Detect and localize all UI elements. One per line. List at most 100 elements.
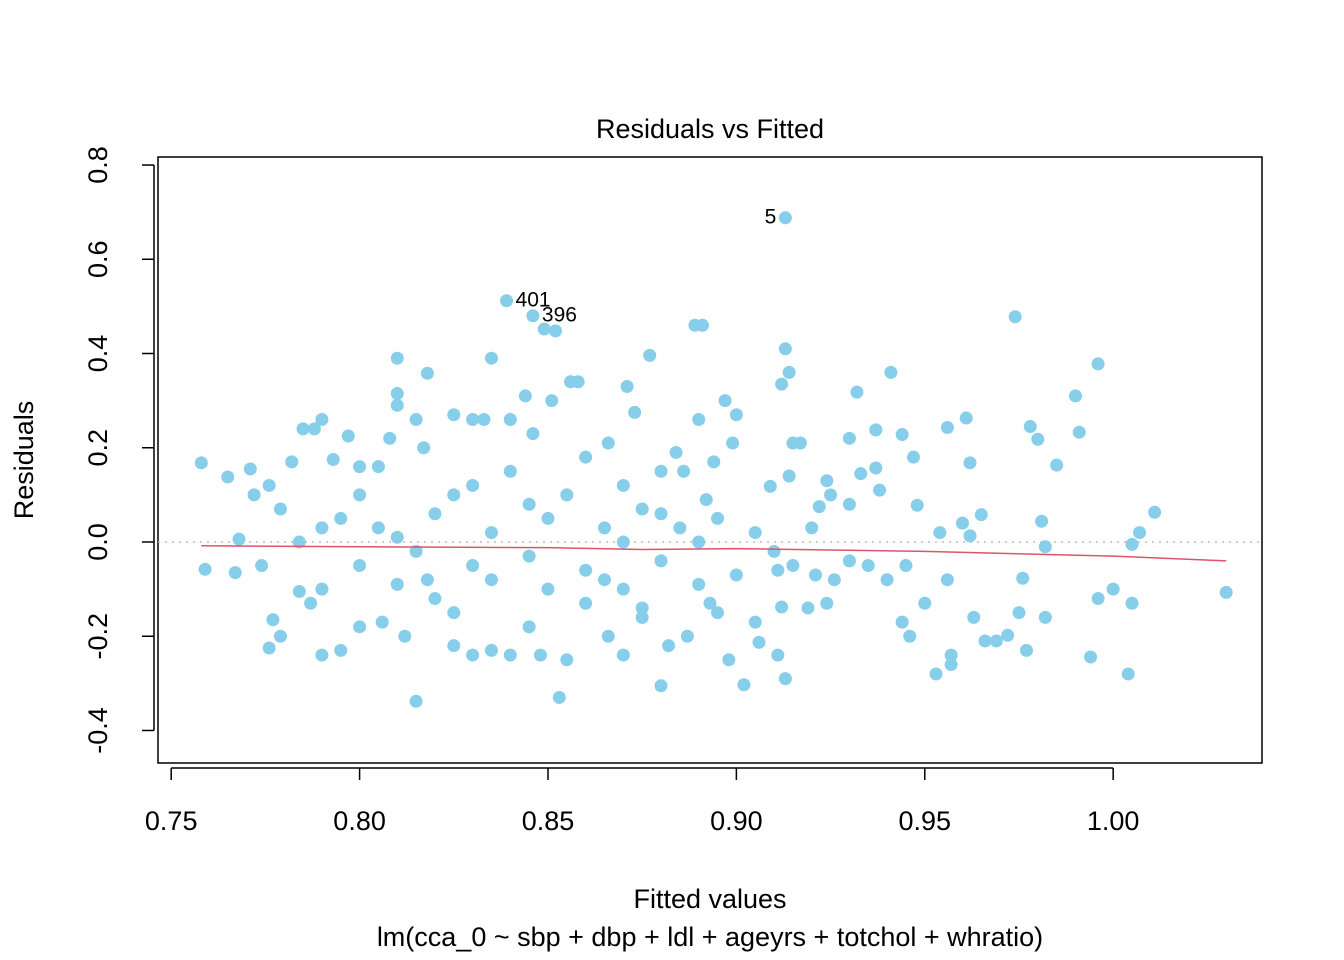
point xyxy=(963,456,977,470)
point xyxy=(809,568,823,582)
point xyxy=(918,596,932,610)
point xyxy=(869,423,883,437)
point xyxy=(564,375,578,389)
point xyxy=(873,483,887,497)
point xyxy=(1031,432,1045,446)
point xyxy=(601,436,615,450)
point xyxy=(1035,514,1049,528)
point-label: 396 xyxy=(542,303,577,326)
smooth-line xyxy=(201,545,1227,562)
point xyxy=(518,389,532,403)
y-tick-label: 0.2 xyxy=(83,429,113,467)
point xyxy=(273,629,287,643)
point xyxy=(296,422,310,436)
point xyxy=(929,667,943,681)
point xyxy=(692,535,706,549)
point xyxy=(341,429,355,443)
point xyxy=(899,559,913,573)
point xyxy=(805,521,819,535)
point-label: 5 xyxy=(765,205,777,228)
point xyxy=(315,582,329,596)
point xyxy=(541,511,555,525)
x-tick-label: 1.00 xyxy=(1087,806,1140,836)
point xyxy=(620,379,634,393)
point xyxy=(262,641,276,655)
point xyxy=(334,643,348,657)
point xyxy=(266,613,280,627)
point xyxy=(552,690,566,704)
point xyxy=(447,488,461,502)
point xyxy=(771,563,785,577)
point xyxy=(375,615,389,629)
point xyxy=(247,488,261,502)
point xyxy=(850,385,864,399)
point xyxy=(726,436,740,450)
point xyxy=(390,530,404,544)
point xyxy=(292,584,306,598)
point xyxy=(353,620,367,634)
point xyxy=(1068,389,1082,403)
point xyxy=(484,351,498,365)
point xyxy=(398,629,412,643)
point xyxy=(707,455,721,469)
point xyxy=(1148,505,1162,519)
point xyxy=(522,620,536,634)
point xyxy=(232,532,246,546)
point xyxy=(1023,420,1037,434)
point xyxy=(526,309,540,323)
point xyxy=(466,648,480,662)
point xyxy=(616,648,630,662)
x-tick-label: 0.75 xyxy=(145,806,198,836)
point xyxy=(775,600,789,614)
point xyxy=(801,601,815,615)
point xyxy=(616,582,630,596)
point xyxy=(827,573,841,587)
point xyxy=(243,462,257,476)
point xyxy=(428,592,442,606)
point xyxy=(484,643,498,657)
plot-frame xyxy=(157,156,1263,764)
point xyxy=(692,577,706,591)
point xyxy=(782,469,796,483)
point xyxy=(616,478,630,492)
point xyxy=(198,562,212,576)
point xyxy=(526,427,540,441)
point xyxy=(500,294,514,308)
point xyxy=(861,559,875,573)
point xyxy=(1084,650,1098,664)
point xyxy=(466,478,480,492)
point xyxy=(1020,643,1034,657)
point xyxy=(669,445,683,459)
point xyxy=(906,450,920,464)
point xyxy=(673,521,687,535)
point xyxy=(955,516,969,530)
point xyxy=(560,653,574,667)
point xyxy=(409,412,423,426)
point xyxy=(420,366,434,380)
point xyxy=(390,387,404,401)
point xyxy=(541,582,555,596)
point xyxy=(409,544,423,558)
point xyxy=(503,648,517,662)
point-label: 401 xyxy=(516,288,551,311)
point xyxy=(711,511,725,525)
point xyxy=(635,610,649,624)
point xyxy=(447,606,461,620)
y-tick-label: -0.2 xyxy=(83,613,113,660)
chart-title: Residuals vs Fitted xyxy=(596,114,824,144)
point xyxy=(447,408,461,422)
point xyxy=(711,606,725,620)
point xyxy=(304,596,318,610)
point xyxy=(334,511,348,525)
point xyxy=(315,412,329,426)
point xyxy=(537,322,551,336)
point xyxy=(692,412,706,426)
point xyxy=(643,348,657,362)
point xyxy=(778,342,792,356)
point xyxy=(654,464,668,478)
point xyxy=(854,467,868,481)
point xyxy=(1072,425,1086,439)
point xyxy=(285,455,299,469)
point xyxy=(782,365,796,379)
